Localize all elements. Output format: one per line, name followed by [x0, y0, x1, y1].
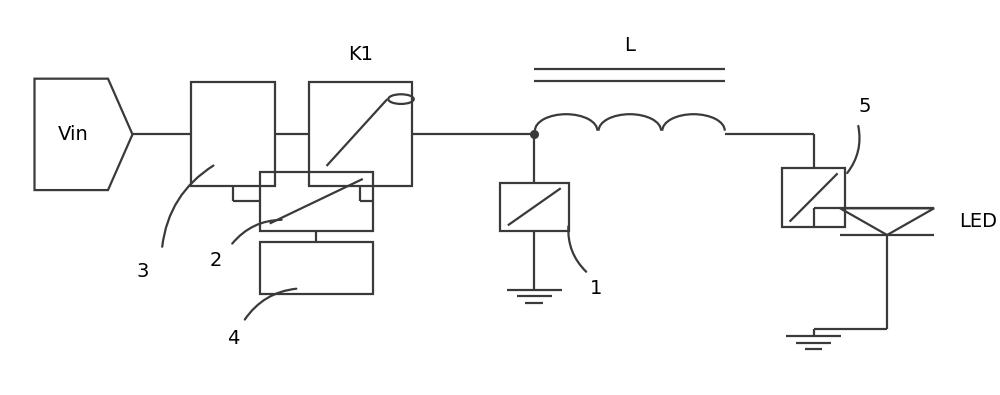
Bar [260, 242, 373, 294]
Text: LED: LED [959, 212, 997, 231]
Text: 1: 1 [590, 279, 602, 298]
Bar [191, 83, 275, 186]
Bar [260, 171, 373, 231]
Text: 4: 4 [227, 329, 240, 348]
Text: Vin: Vin [58, 125, 89, 144]
Text: 5: 5 [858, 97, 871, 116]
Bar [309, 83, 412, 186]
Bar [500, 182, 569, 231]
Text: L: L [624, 36, 635, 55]
Text: 3: 3 [136, 262, 148, 281]
Bar [782, 168, 845, 227]
Text: 2: 2 [210, 251, 222, 270]
Text: K1: K1 [348, 45, 373, 64]
